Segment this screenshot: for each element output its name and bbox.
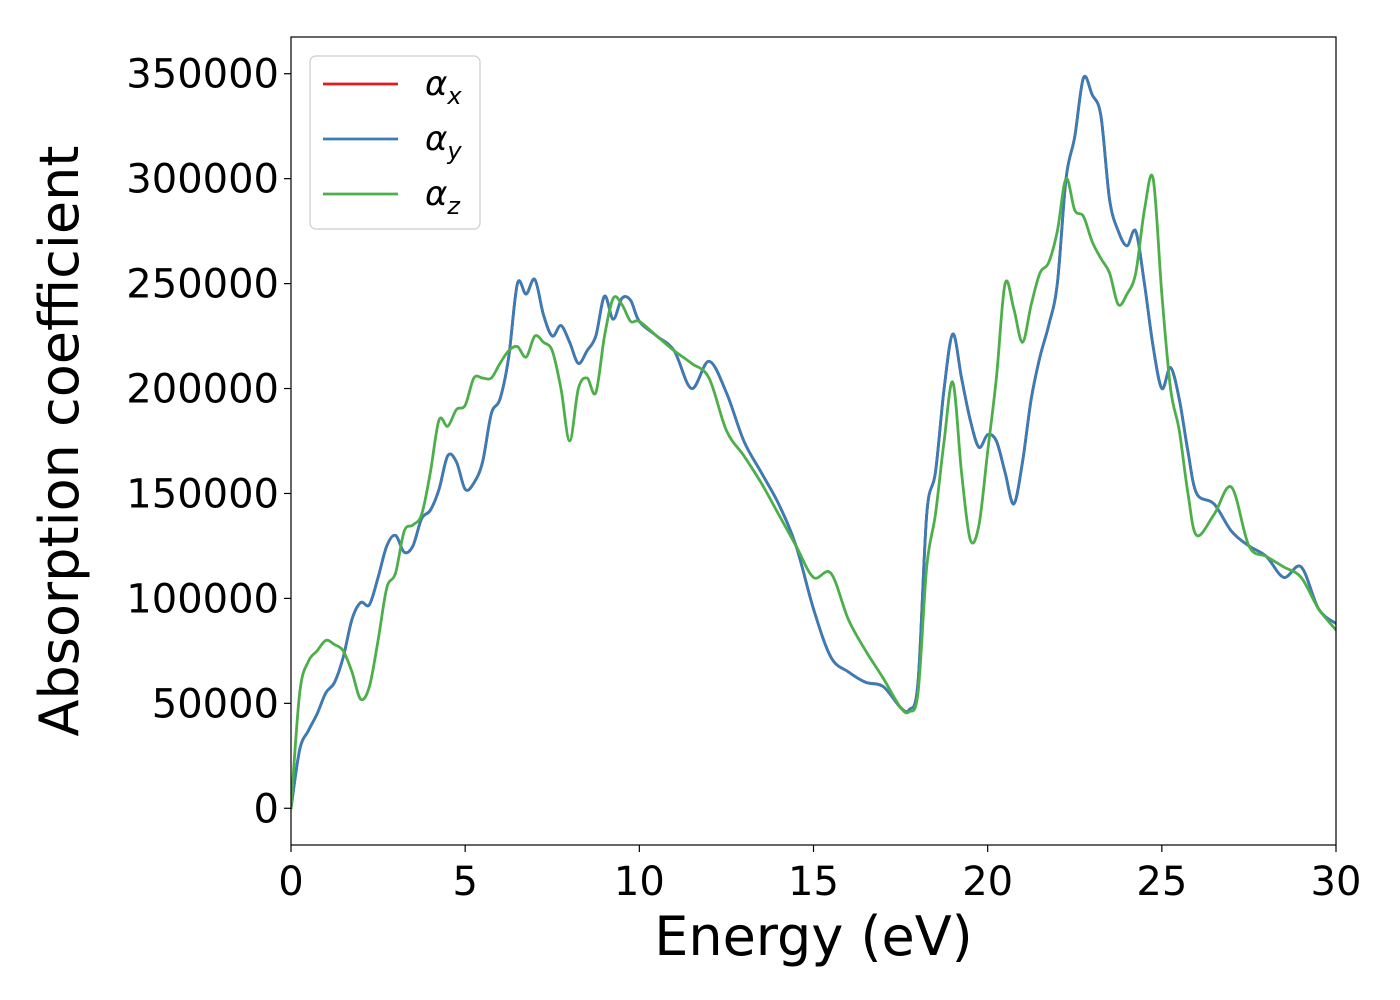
series-line-alpha-z <box>291 173 1336 810</box>
y-tick-label: 50000 <box>152 681 279 727</box>
x-tick-label: 30 <box>1311 859 1362 905</box>
y-tick-label: 300000 <box>126 157 279 203</box>
x-tick-label: 15 <box>788 859 839 905</box>
legend-subscript: y <box>446 137 462 165</box>
y-axis-title: Absorption coefficient <box>28 146 91 737</box>
y-tick-label: 150000 <box>126 471 279 517</box>
legend-box <box>309 55 481 230</box>
x-axis: 0 5 10 15 20 25 30 <box>278 845 1361 905</box>
x-tick-label: 25 <box>1136 859 1187 905</box>
x-tick-label: 20 <box>962 859 1013 905</box>
legend-label-alpha-x: αx <box>425 64 462 110</box>
legend-label-alpha-y: αy <box>425 119 462 165</box>
legend-symbol: α <box>425 119 447 159</box>
legend-label-alpha-z: αz <box>425 174 461 220</box>
x-axis-title: Energy (eV) <box>654 905 973 968</box>
x-tick-label: 0 <box>278 859 303 905</box>
legend-symbol: α <box>425 64 447 104</box>
x-tick-label: 5 <box>452 859 477 905</box>
y-tick-label: 0 <box>254 786 279 832</box>
legend-subscript: x <box>446 82 462 110</box>
x-tick-label: 10 <box>614 859 665 905</box>
y-tick-label: 350000 <box>126 52 279 98</box>
legend-subscript: z <box>446 192 461 220</box>
series-layer <box>291 74 1336 810</box>
y-tick-label: 250000 <box>126 262 279 308</box>
y-tick-label: 200000 <box>126 367 279 413</box>
y-tick-label: 100000 <box>126 576 279 622</box>
y-axis: 0 50000 100000 150000 200000 250000 300000 3500… <box>126 52 291 832</box>
legend-symbol: α <box>425 174 447 214</box>
